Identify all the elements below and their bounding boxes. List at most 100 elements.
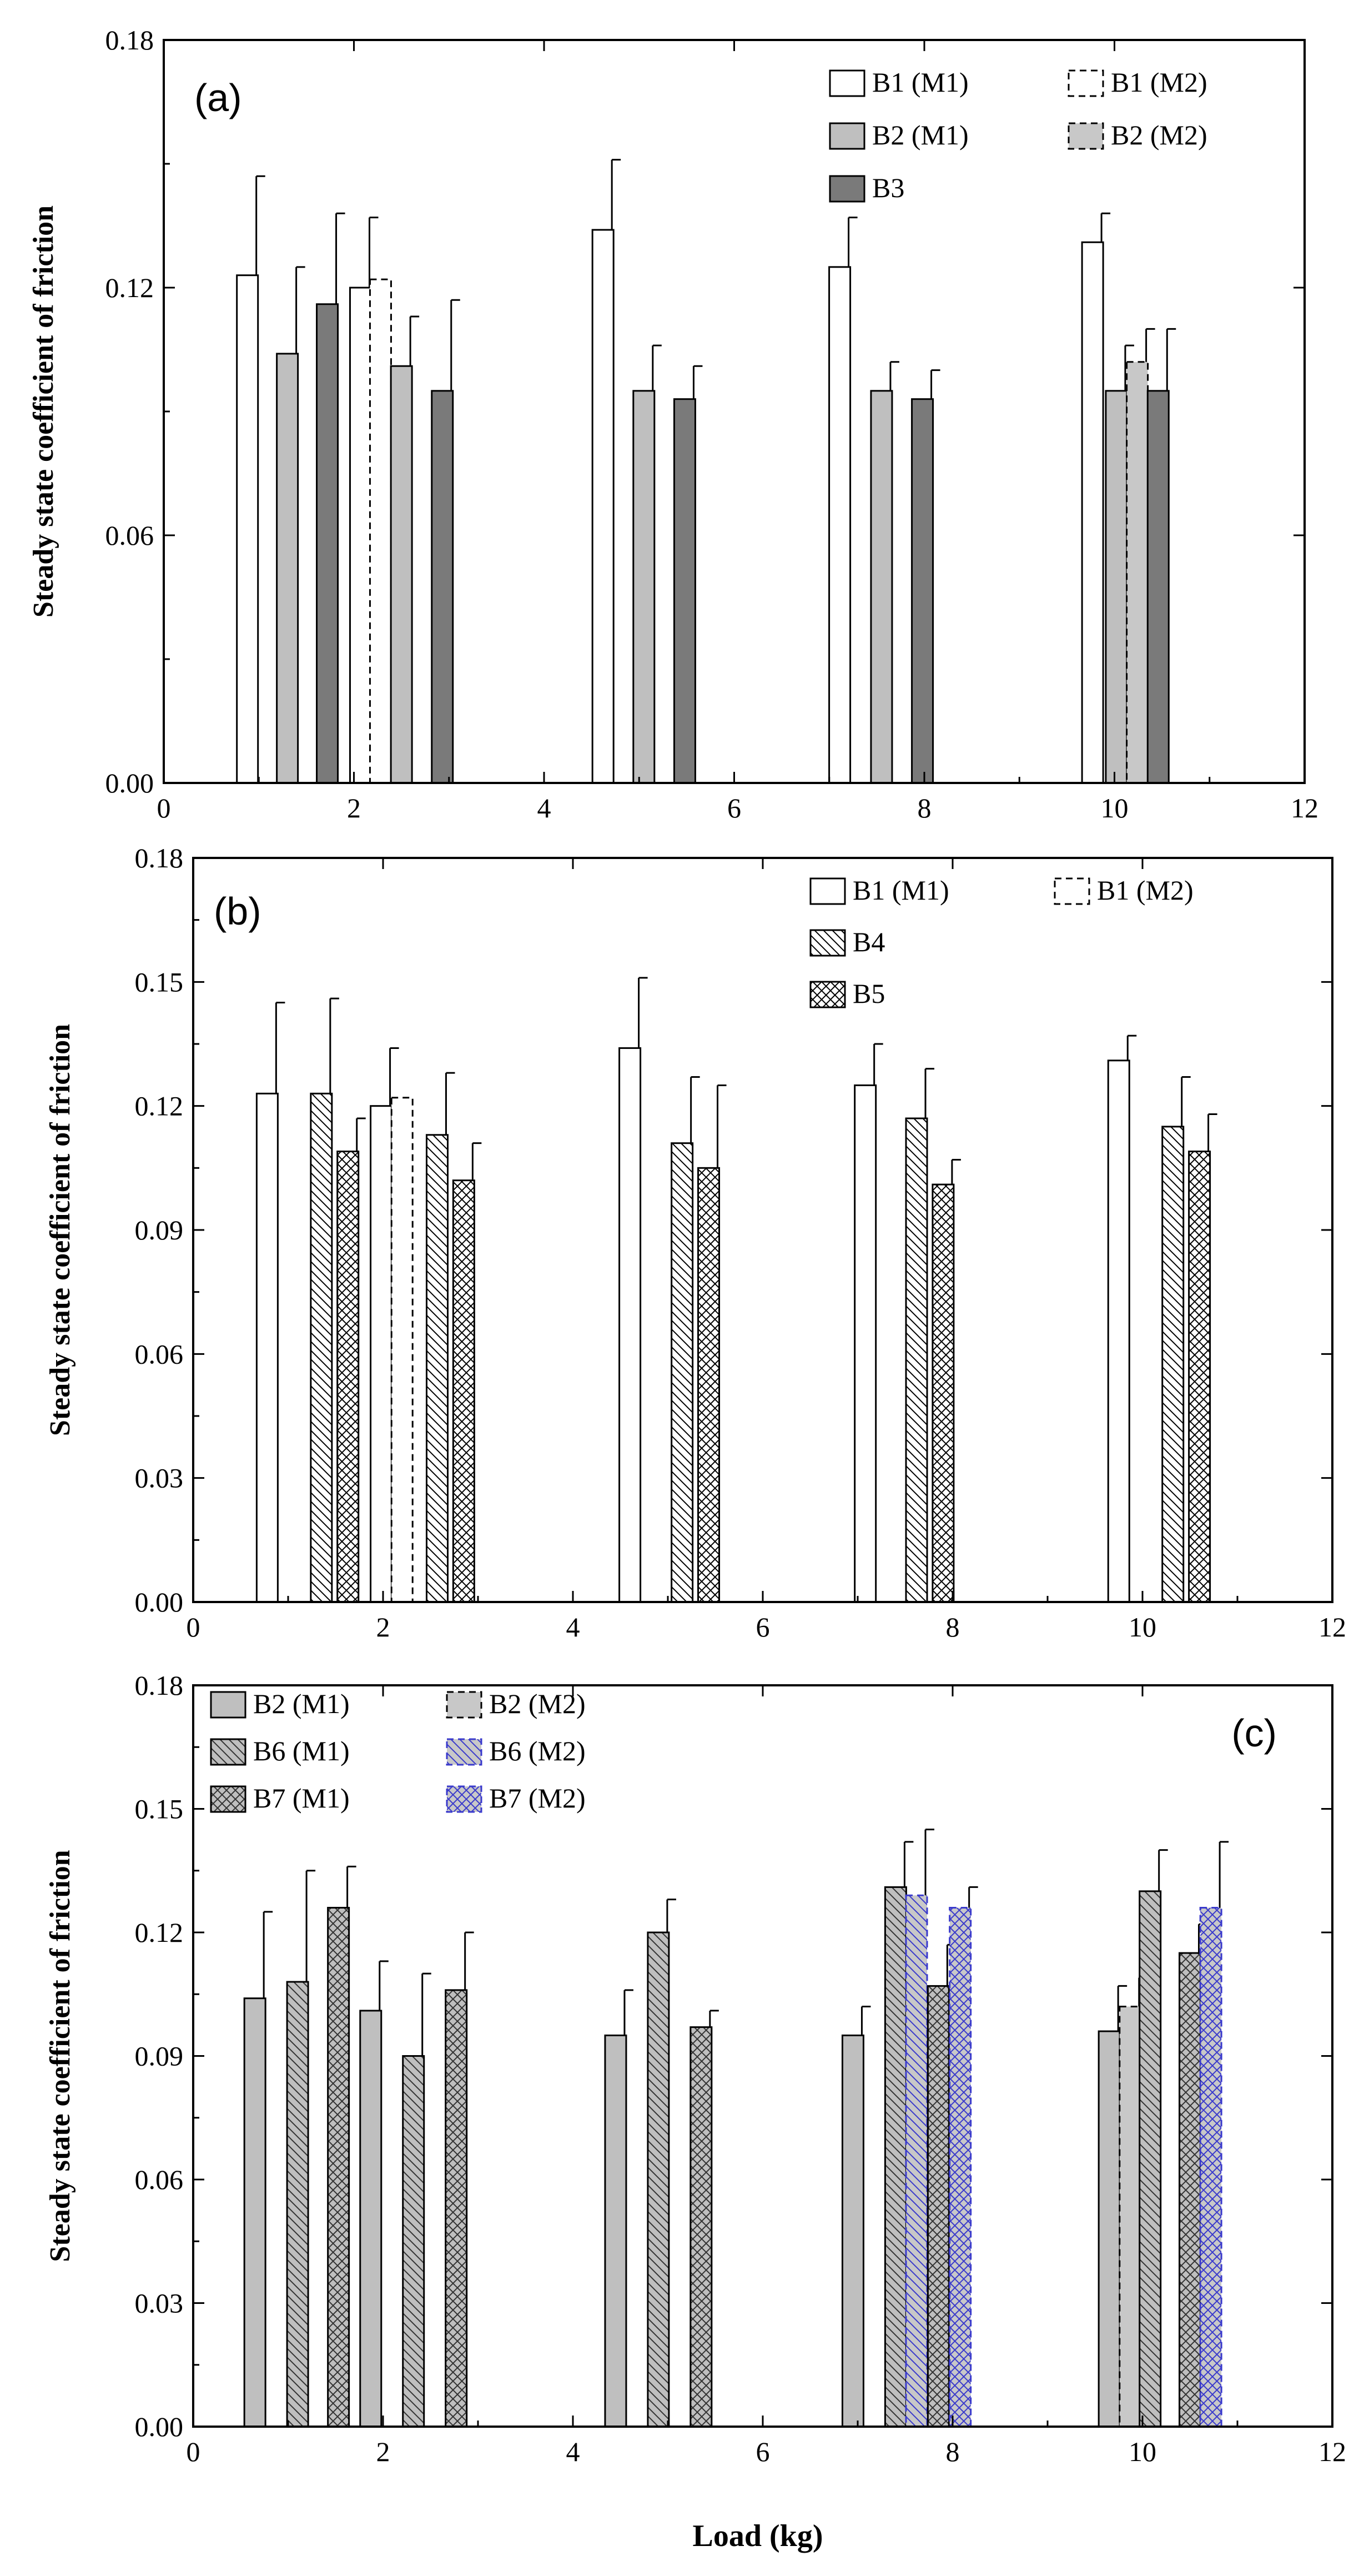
- bar-b2-m1: [841, 2034, 864, 2428]
- legend-label-b2-m2: B2 (M2): [1111, 119, 1207, 150]
- bar-b6-m1: [884, 1886, 907, 2428]
- panel-label: (c): [1231, 1711, 1277, 1755]
- legend-swatch-b1-m2: [1068, 69, 1104, 97]
- bar-b1-m1: [370, 1105, 393, 1603]
- y-tick-label: 0.18: [105, 24, 154, 56]
- legend-swatch-b1-m1: [829, 69, 865, 97]
- legend-swatch-b2-m1: [829, 122, 865, 150]
- bar-b1-m2: [390, 1097, 414, 1603]
- legend: B1 (M1) B2 (M1) B3 B1 (M2) B2 (M2): [829, 67, 1207, 203]
- legend: B1 (M1) B4 B5 B1 (M2): [809, 875, 1194, 1009]
- y-tick-label: 0.06: [135, 2164, 184, 2195]
- bar-b5: [1188, 1151, 1211, 1603]
- legend-swatch-b4: [809, 929, 846, 957]
- y-tick-label: 0.00: [135, 2411, 184, 2442]
- bar-b5: [932, 1183, 955, 1603]
- bar-b2-m1: [1105, 390, 1128, 784]
- y-tick-label: 0.09: [135, 1214, 184, 1246]
- y-tick-label: 0.15: [135, 966, 184, 997]
- bar-b3: [1146, 390, 1170, 784]
- bar-b1-m1: [1107, 1059, 1130, 1603]
- x-tick-label: 2: [347, 792, 361, 823]
- x-tick-label: 4: [566, 1611, 580, 1643]
- x-tick-label: 10: [1129, 2436, 1156, 2467]
- bar-b6-m2: [905, 1894, 928, 2428]
- legend-swatch-b2-m2: [446, 1691, 482, 1719]
- legend-label-b7-m1: B7 (M1): [253, 1782, 350, 1814]
- bar-b7-m1: [689, 2026, 713, 2428]
- legend-label-b1-m2: B1 (M2): [1097, 875, 1194, 906]
- bar-b1-m1: [618, 1047, 642, 1603]
- figure-x-axis-label: Load (kg): [693, 2519, 823, 2553]
- bar-b1-m1: [591, 229, 615, 784]
- x-tick-label: 12: [1318, 2436, 1346, 2467]
- bar-b2-m1: [604, 2034, 627, 2428]
- legend-label-b3: B3: [872, 172, 904, 203]
- x-tick-label: 2: [376, 1611, 390, 1643]
- bar-b6-m1: [402, 2055, 425, 2428]
- legend-swatch-b7-m1: [210, 1785, 246, 1813]
- y-axis-label: Steady state coefficient of friction: [28, 205, 59, 617]
- x-tick-label: 10: [1129, 1611, 1156, 1643]
- bar-b3: [431, 390, 454, 784]
- bar-b5: [697, 1167, 721, 1603]
- x-tick-label: 10: [1101, 792, 1129, 823]
- x-tick-label: 0: [187, 2436, 200, 2467]
- x-tick-label: 0: [157, 792, 171, 823]
- bar-b7-m1: [1179, 1952, 1201, 2428]
- bar-b2-m1: [1098, 2030, 1121, 2428]
- bar-b7-m2: [1199, 1907, 1222, 2428]
- bar-b4: [310, 1092, 333, 1603]
- y-tick-label: 0.09: [135, 2041, 184, 2072]
- legend-label-b1-m2: B1 (M2): [1111, 67, 1207, 98]
- y-tick-label: 0.03: [135, 1463, 184, 1494]
- panel-label: (b): [214, 890, 261, 933]
- bar-b4: [425, 1134, 449, 1603]
- plot-frame: [192, 857, 1333, 1603]
- legend-swatch-b1-m2: [1054, 877, 1090, 905]
- x-tick-label: 2: [376, 2436, 390, 2467]
- panel-a: 0 2 4 6 8 10 12 0.00 0.06 0.12 0.18 Steady state co…: [28, 24, 1318, 823]
- legend-label-b2-m1: B2 (M1): [253, 1688, 350, 1719]
- legend-swatch-b2-m2: [1068, 122, 1104, 150]
- bar-b7-m1: [445, 1989, 468, 2428]
- panel-c: 0 2 4 6 8 10 12 0.00 0.03 0.06 0.09 0.12 0.15 0.18 Ste…: [44, 1670, 1346, 2467]
- bar-b7-m1: [927, 1985, 950, 2428]
- x-tick-label: 6: [756, 1611, 770, 1643]
- bar-b7-m1: [327, 1907, 350, 2428]
- x-tick-label: 12: [1291, 792, 1318, 823]
- bar-b6-m1: [647, 1931, 670, 2428]
- x-tick-label: 8: [946, 1611, 960, 1643]
- legend-label-b2-m1: B2 (M1): [872, 119, 969, 150]
- x-tick-label: 4: [537, 792, 551, 823]
- bar-b1-m1: [255, 1092, 279, 1603]
- y-tick-label: 0.06: [135, 1338, 184, 1369]
- bar-b1-m1: [349, 287, 372, 784]
- x-tick-label: 8: [918, 792, 932, 823]
- legend-swatch-b2-m1: [210, 1691, 246, 1719]
- y-tick-label: 0.00: [135, 1586, 184, 1618]
- bar-b2-m2: [1119, 2006, 1142, 2428]
- legend-label-b4: B4: [853, 926, 885, 957]
- y-tick-label: 0.06: [105, 520, 154, 551]
- legend-label-b1-m1: B1 (M1): [853, 875, 949, 906]
- y-axis-label: Steady state coefficient of friction: [44, 1850, 76, 2262]
- legend-label-b2-m2: B2 (M2): [489, 1688, 586, 1719]
- x-tick-label: 8: [946, 2436, 960, 2467]
- y-tick-label: 0.00: [105, 767, 154, 799]
- bar-b5: [336, 1151, 360, 1603]
- y-tick-label: 0.18: [135, 1670, 184, 1701]
- bar-b1-m1: [236, 274, 259, 784]
- bar-b1-m1: [828, 266, 852, 784]
- legend-label-b6-m2: B6 (M2): [489, 1735, 586, 1766]
- bar-b2-m1: [632, 390, 656, 784]
- bar-b4: [671, 1142, 694, 1603]
- bar-b1-m2: [369, 278, 392, 784]
- bar-b2-m2: [1126, 361, 1149, 784]
- y-tick-label: 0.03: [135, 2288, 184, 2319]
- legend-label-b5: B5: [853, 978, 885, 1009]
- legend-label-b7-m2: B7 (M2): [489, 1782, 586, 1814]
- x-tick-label: 0: [187, 1611, 200, 1643]
- y-tick-label: 0.18: [135, 842, 184, 873]
- panel-label: (a): [194, 76, 242, 119]
